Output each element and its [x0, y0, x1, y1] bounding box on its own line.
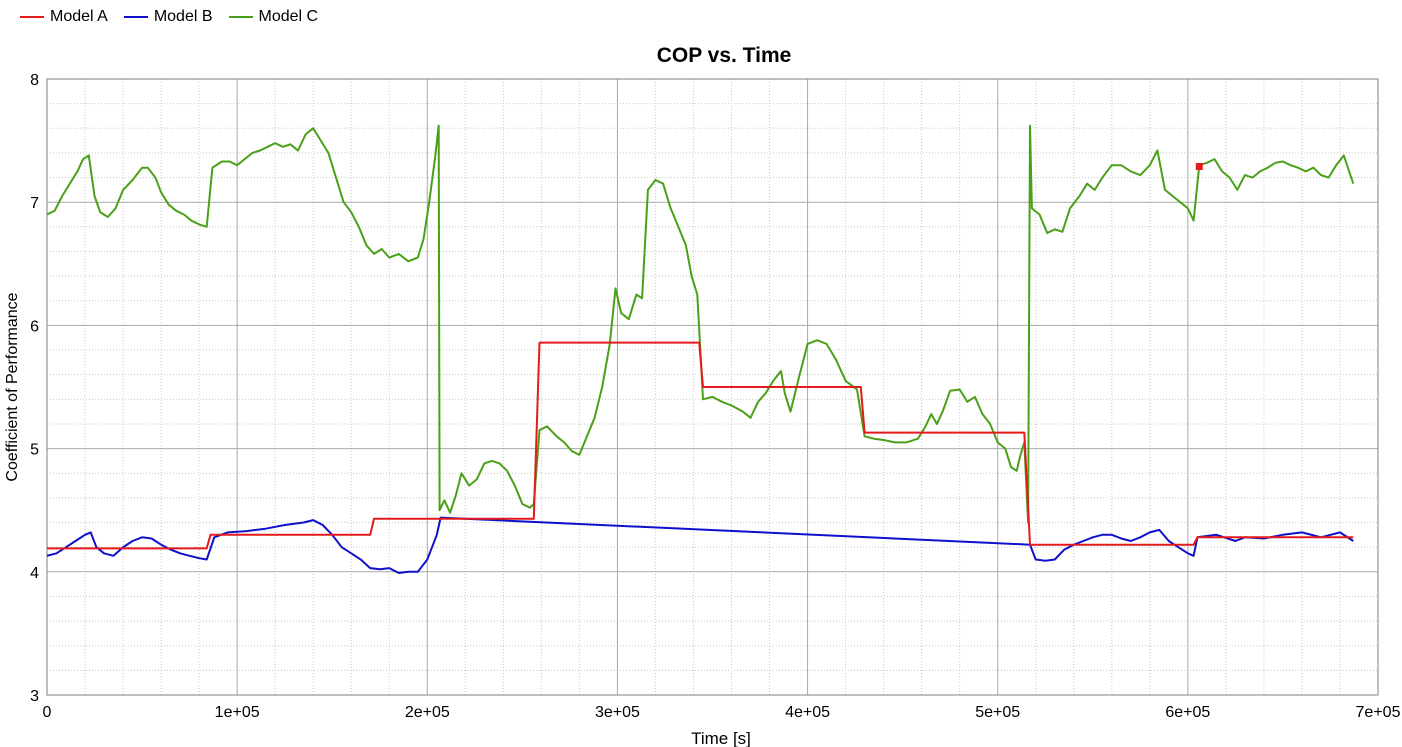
y-axis-label: Coefficient of Performance	[4, 292, 21, 481]
chart-title: COP vs. Time	[657, 44, 792, 67]
y-tick-label: 8	[30, 72, 39, 89]
x-axis-label: Time [s]	[691, 729, 751, 747]
legend-label: Model A	[50, 8, 108, 25]
x-tick-label: 0	[43, 704, 52, 721]
x-tick-label: 5e+05	[975, 704, 1020, 721]
legend-swatch	[123, 16, 148, 18]
x-tick-label: 1e+05	[215, 704, 260, 721]
plot-area: 0 1e+05 2e+05 3e+05 4e+05 5e+05 6e+05 7e+05 3 4 5 6…	[30, 72, 1400, 721]
data-marker	[1195, 162, 1203, 170]
y-tick-label: 6	[30, 318, 39, 335]
x-tick-label: 3e+05	[595, 704, 640, 721]
legend-item: Model B	[123, 8, 213, 26]
legend-item: Model C	[228, 8, 319, 26]
series-line-model-c	[46, 124, 1355, 524]
y-tick-label: 3	[30, 688, 39, 705]
series-line-model-b	[46, 516, 1354, 574]
x-tick-label: 2e+05	[405, 704, 450, 721]
legend-swatch	[20, 16, 44, 18]
x-tick-label: 6e+05	[1165, 704, 1210, 721]
y-tick-label: 5	[30, 442, 39, 459]
legend-swatch	[228, 16, 253, 18]
legend-label: Model C	[258, 8, 319, 25]
y-tick-label: 4	[30, 565, 39, 582]
x-tick-label: 4e+05	[785, 704, 830, 721]
plot-frame	[46, 78, 1379, 696]
x-tick-label: 7e+05	[1356, 704, 1401, 721]
legend-item: Model A	[20, 8, 108, 26]
series-line-model-a	[47, 341, 1354, 550]
y-tick-label: 7	[30, 195, 39, 212]
legend-label: Model B	[153, 8, 213, 25]
chart-legend: Model A Model B Model C	[20, 6, 334, 28]
